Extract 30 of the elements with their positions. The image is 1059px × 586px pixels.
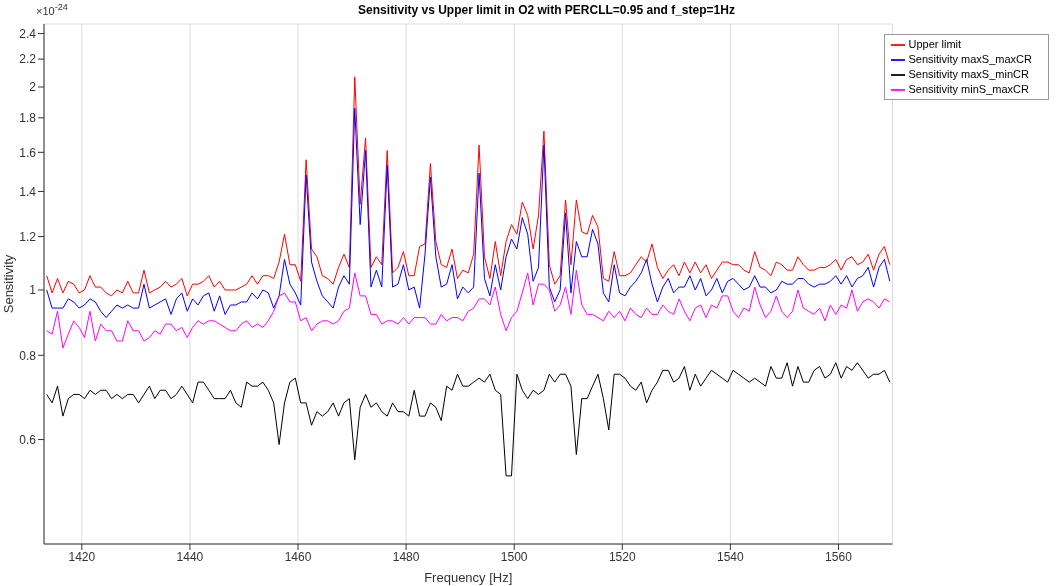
y-tick-label: 1 xyxy=(29,283,37,298)
legend-label: Sensitivity minS_maxCR xyxy=(908,83,1029,96)
y-tick-label: 0.8 xyxy=(19,348,37,363)
x-tick-label: 1480 xyxy=(392,549,420,564)
chart-title: Sensitivity vs Upper limit in O2 with PERCLL=0.95 and f_step=1Hz xyxy=(358,3,735,17)
line-series xyxy=(46,107,891,319)
y-tick-label: 2.4 xyxy=(19,26,37,41)
x-axis-title: Frequency [Hz] xyxy=(424,570,513,585)
y-axis-title: Sensitivity xyxy=(0,254,16,314)
text: ×10$^{-24}$ xyxy=(36,2,68,17)
legend-label: Sensitivity maxS_minCR xyxy=(908,68,1029,81)
line-series xyxy=(46,362,891,477)
y-tick-label: 2.2 xyxy=(19,52,37,67)
x-tick-label: 1440 xyxy=(176,549,204,564)
legend-label: Sensitivity maxS_maxCR xyxy=(908,53,1032,66)
line-series xyxy=(46,76,891,297)
x-tick-label: 1420 xyxy=(68,549,96,564)
y-tick-label: 1.4 xyxy=(19,184,37,199)
x-tick-label: 1560 xyxy=(825,549,853,564)
y-tick-label: 1.2 xyxy=(19,229,37,244)
x-tick-label: 1500 xyxy=(500,549,528,564)
y-tick-label: 0.6 xyxy=(19,432,37,447)
line-series xyxy=(46,269,891,349)
x-tick-label: 1460 xyxy=(284,549,312,564)
x-tick-label: 1520 xyxy=(608,549,636,564)
y-tick-label: 1.6 xyxy=(19,145,37,160)
y-tick-label: 2 xyxy=(29,80,37,95)
y-tick-label: 1.8 xyxy=(19,111,37,126)
x-tick-label: 1540 xyxy=(717,549,745,564)
legend-label: Upper limit xyxy=(908,38,962,50)
